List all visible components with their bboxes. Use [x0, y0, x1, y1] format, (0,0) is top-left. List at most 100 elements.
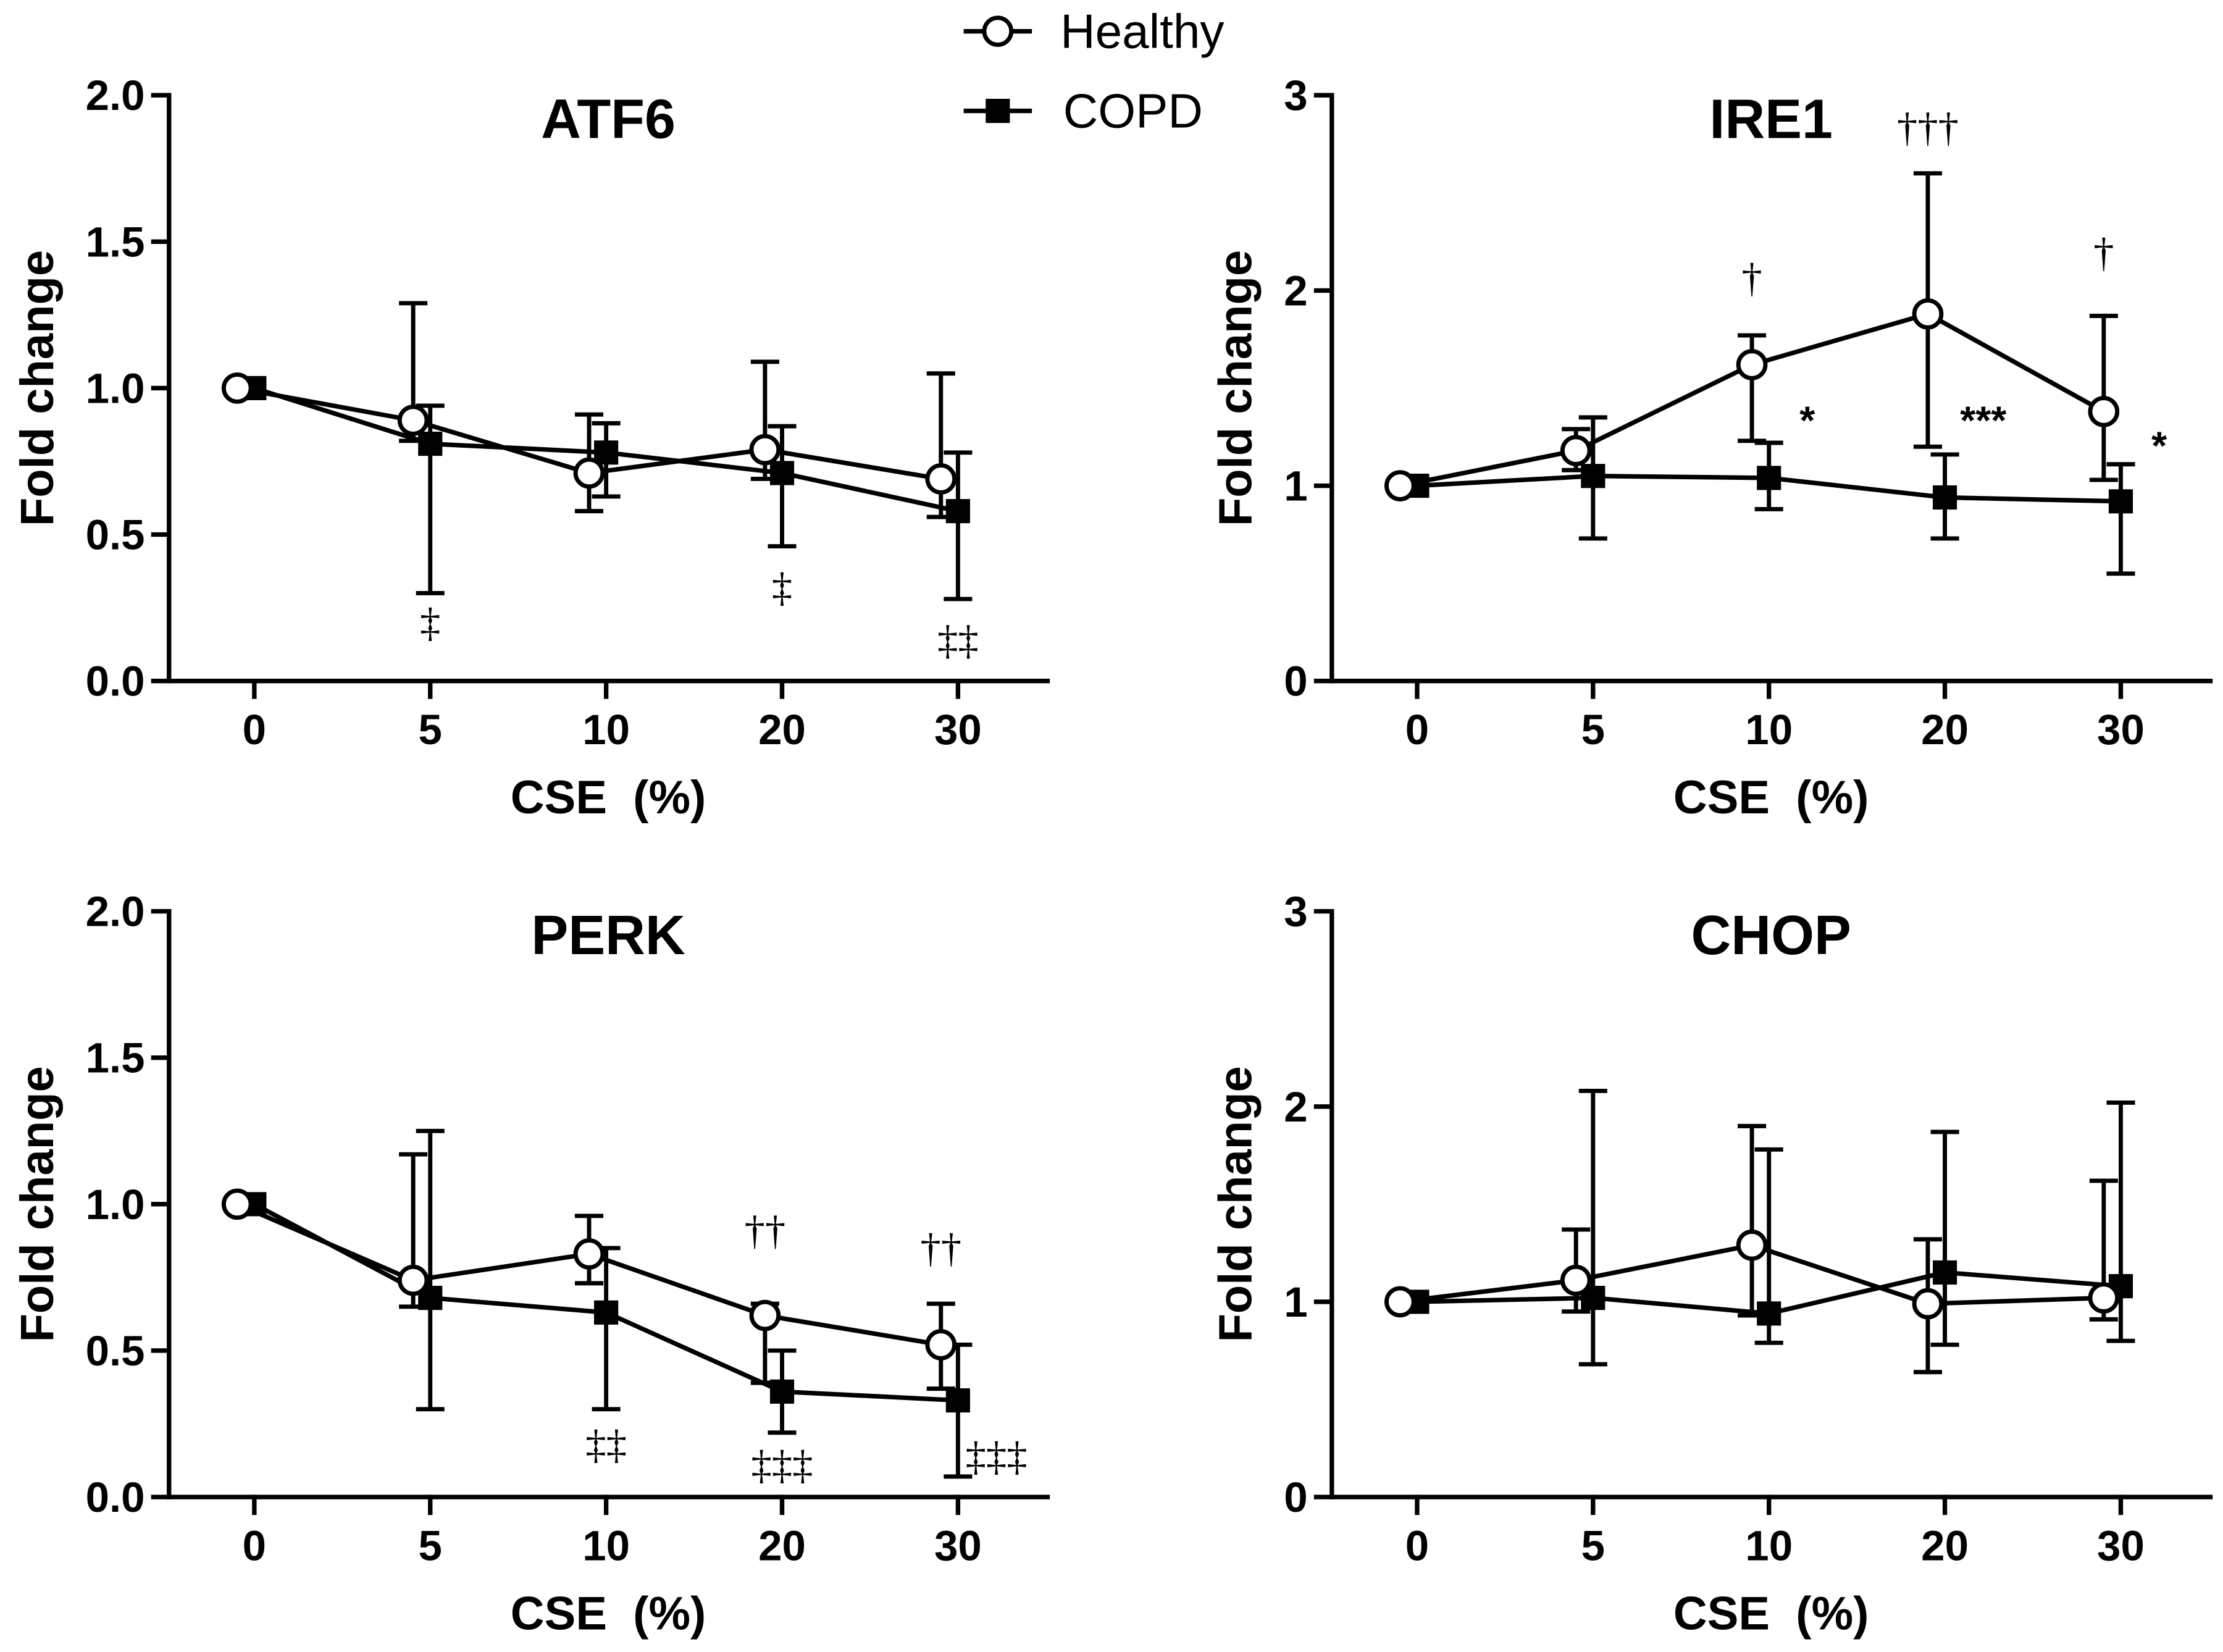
perk-significance-annotation: ‡‡‡	[751, 1443, 813, 1488]
atf6-healthy-point-5	[397, 405, 429, 436]
chop-copd-errorbar-5	[1578, 1089, 1607, 1367]
perk-significance-annotation: ‡‡	[585, 1422, 627, 1467]
perk-copd-errorbar-10	[592, 1246, 621, 1412]
chop-x-axis-label: CSE (%)	[1673, 1587, 1869, 1640]
chop-title: CHOP	[1691, 905, 1851, 966]
ire1-y-tick-label: 0	[1284, 657, 1307, 705]
perk-healthy-point-30	[925, 1329, 957, 1361]
chop-x-tick-label: 0	[1405, 1521, 1429, 1569]
atf6-significance-annotation: ‡	[420, 600, 440, 645]
ire1-x-tick-label: 0	[1405, 705, 1429, 753]
atf6-x-tick-label: 30	[934, 705, 982, 753]
atf6-y-tick-label: 1.5	[86, 217, 145, 266]
chop-y-tick-label: 1	[1284, 1278, 1307, 1326]
chop-healthy-errorbar-10	[1738, 1123, 1767, 1318]
chop-copd-errorbar-20	[1930, 1130, 1959, 1347]
perk-significance-annotation: ††	[920, 1226, 961, 1271]
ire1-copd-point-5	[1581, 464, 1606, 488]
legend-item-healthy: Healthy	[963, 4, 1225, 59]
ire1-significance-annotation: †	[2093, 230, 2114, 275]
perk-title: PERK	[531, 905, 685, 966]
ire1-healthy-point-10	[1736, 349, 1768, 380]
perk-x-tick-label: 30	[934, 1521, 982, 1569]
perk-copd-point-30	[945, 1388, 970, 1413]
atf6-x-tick-label: 5	[419, 705, 442, 753]
ire1-y-tick-label: 3	[1284, 71, 1307, 119]
atf6-healthy-errorbar-30	[926, 371, 955, 519]
perk-y-tick-label: 0.0	[86, 1473, 145, 1521]
chop-healthy-point-10	[1736, 1229, 1768, 1261]
atf6-y-tick-label: 1.0	[86, 364, 145, 412]
legend-item-copd: COPD	[963, 84, 1203, 138]
ire1-y-axis-label: Fold change	[1210, 250, 1262, 526]
chop-x-tick-label: 10	[1745, 1521, 1793, 1569]
ire1-significance-annotation: †††	[1897, 106, 1959, 151]
atf6-x-axis-label: CSE (%)	[511, 771, 706, 824]
ire1-healthy-point-30	[2088, 396, 2120, 427]
ire1-healthy-point-5	[1560, 435, 1592, 466]
chop-y-tick-label: 3	[1284, 887, 1307, 936]
ire1-copd-point-20	[1933, 485, 1957, 510]
atf6-healthy-point-20	[749, 434, 781, 466]
perk-copd-errorbar-5	[416, 1128, 445, 1412]
chop-healthy-point-30	[2088, 1282, 2120, 1314]
atf6-x-tick-label: 10	[582, 705, 630, 753]
atf6-x-tick-label: 0	[243, 705, 266, 753]
chop-copd-errorbar-30	[2106, 1100, 2135, 1343]
perk-significance-annotation: ††	[744, 1209, 785, 1254]
chop-x-tick-label: 5	[1581, 1521, 1605, 1569]
atf6-x-tick-label: 20	[758, 705, 806, 753]
legend-healthy-label: Healthy	[1060, 4, 1224, 59]
perk-x-tick-label: 0	[243, 1521, 266, 1569]
perk-healthy-point-0	[221, 1188, 253, 1220]
perk-healthy-point-10	[573, 1238, 605, 1270]
atf6-copd-point-5	[418, 431, 443, 456]
atf6-significance-annotation: ‡	[772, 565, 792, 610]
legend-copd-marker	[986, 98, 1010, 124]
perk-copd-point-10	[594, 1300, 619, 1325]
atf6-copd-point-20	[769, 461, 795, 485]
atf6-y-axis-label: Fold change	[11, 250, 64, 526]
ire1-healthy-point-0	[1384, 470, 1416, 501]
chop-x-tick-label: 20	[1921, 1521, 1969, 1569]
atf6-y-tick-label: 2.0	[86, 71, 145, 119]
ire1-x-axis-label: CSE (%)	[1673, 771, 1869, 824]
chop-y-tick-label: 0	[1284, 1473, 1307, 1521]
atf6-healthy-point-0	[221, 372, 253, 404]
legend-copd-label: COPD	[1063, 84, 1203, 138]
atf6-significance-annotation: ‡‡	[937, 618, 979, 663]
legend: Healthy COPD	[963, 4, 1225, 138]
perk-significance-annotation: ‡‡‡	[965, 1434, 1027, 1479]
perk-x-axis-label: CSE (%)	[511, 1587, 706, 1640]
atf6-healthy-point-30	[925, 463, 957, 495]
ire1-x-tick-label: 5	[1581, 705, 1605, 753]
ire1-significance-annotation: *	[2151, 424, 2167, 468]
ire1-copd-point-10	[1757, 466, 1781, 490]
chop-copd-point-20	[1933, 1260, 1957, 1285]
perk-x-tick-label: 5	[419, 1521, 442, 1569]
perk-y-tick-label: 1.5	[86, 1034, 145, 1082]
ire1-x-tick-label: 10	[1745, 705, 1793, 753]
ire1-healthy-point-20	[1912, 298, 1944, 330]
chop-y-tick-label: 2	[1284, 1083, 1307, 1131]
atf6-copd-point-30	[945, 499, 970, 524]
ire1-significance-annotation: ***	[1960, 398, 2007, 442]
ire1-significance-annotation: †	[1741, 256, 1762, 301]
legend-healthy-marker	[982, 15, 1014, 47]
ire1-title: IRE1	[1709, 88, 1833, 150]
ire1-x-tick-label: 30	[2097, 705, 2145, 753]
atf6-healthy-point-10	[573, 457, 605, 489]
chop-y-axis-label: Fold change	[1210, 1066, 1262, 1342]
ire1-x-tick-label: 20	[1921, 705, 1969, 753]
ire1-copd-point-30	[2108, 489, 2133, 514]
ire1-y-tick-label: 1	[1284, 462, 1307, 510]
atf6-copd-errorbar-20	[768, 424, 797, 548]
perk-copd-point-20	[769, 1379, 795, 1404]
chop-copd-point-10	[1757, 1301, 1781, 1326]
panel-perk: 0.0 0.5 1.0 1.5 2.0 0 5 10 20 30 CSE (%) Fold chang…	[11, 887, 1050, 1640]
ire1-y-tick-label: 2	[1284, 266, 1307, 314]
